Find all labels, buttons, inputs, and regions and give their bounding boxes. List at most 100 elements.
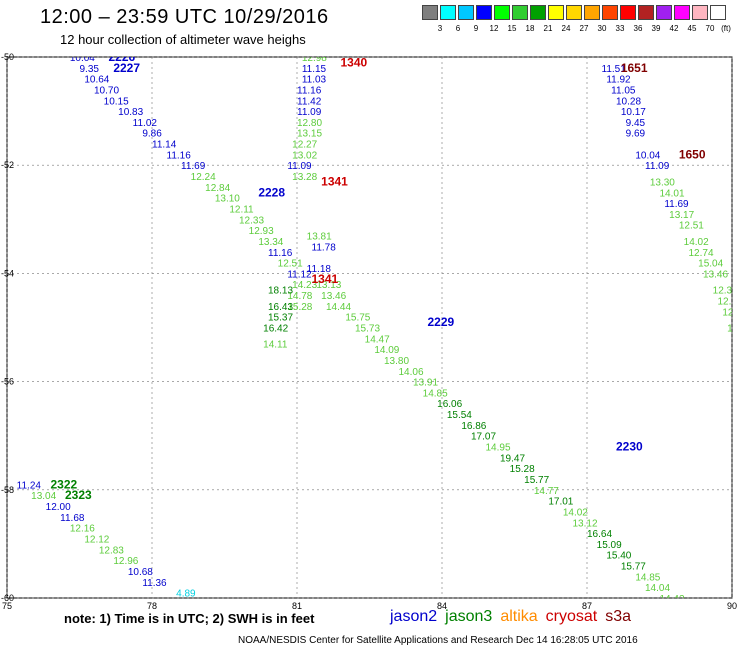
swh-observation-label: 15.09 bbox=[597, 540, 622, 551]
swh-observation-label: 13.28 bbox=[292, 172, 317, 183]
swh-observation-label: 14.06 bbox=[399, 367, 424, 378]
pass-number-label: 1650 bbox=[679, 147, 706, 161]
swh-observation-label: 11.42 bbox=[297, 96, 322, 107]
lat-tick-label: -52 bbox=[1, 160, 14, 170]
swh-observation-label: 18.13 bbox=[268, 286, 293, 297]
swh-observation-label: 15.73 bbox=[355, 324, 380, 335]
swh-observation-label: 12.83 bbox=[99, 545, 124, 556]
swh-observation-label: 15.37 bbox=[268, 313, 293, 324]
legend-entry-altika: altika bbox=[500, 608, 537, 625]
legend-entry-s3a: s3a bbox=[605, 608, 631, 625]
swh-observation-label: 13.15 bbox=[297, 129, 322, 140]
lat-tick-label: -54 bbox=[1, 268, 14, 278]
swh-observation-label: 16.06 bbox=[713, 637, 738, 648]
swh-observation-label: 11.09 bbox=[645, 161, 670, 172]
swh-observation-label: 10.64 bbox=[84, 75, 109, 86]
swh-observation-label: 14.09 bbox=[374, 345, 399, 356]
swh-observation-label: 16.06 bbox=[437, 399, 462, 410]
swh-observation-label: 11.02 bbox=[133, 118, 158, 129]
lat-tick-label: -60 bbox=[1, 593, 14, 603]
swh-observation-label: 14.47 bbox=[365, 334, 390, 345]
swh-observation-label: 13.34 bbox=[258, 237, 283, 248]
swh-observation-label: 14.77 bbox=[534, 486, 559, 497]
swh-observation-label: 11.09 bbox=[297, 107, 322, 118]
swh-observation-label: 11.24 bbox=[17, 480, 42, 491]
swh-observation-label: 13.02 bbox=[292, 150, 317, 161]
swh-observation-label: 11.69 bbox=[664, 199, 689, 210]
legend-entry-jason2: jason2 bbox=[390, 608, 437, 625]
swh-observation-label: 13.17 bbox=[669, 210, 694, 221]
swh-observation-label: 10.28 bbox=[616, 96, 641, 107]
swh-observation-label: 11.16 bbox=[268, 248, 293, 259]
lat-tick-label: -56 bbox=[1, 377, 14, 387]
swh-observation-label: 11.69 bbox=[181, 161, 206, 172]
swh-observation-label: 13.12 bbox=[573, 518, 598, 529]
swh-observation-label: 10.83 bbox=[118, 107, 143, 118]
swh-observation-label: 12.98 bbox=[302, 53, 327, 64]
swh-observation-label: 14.11 bbox=[263, 340, 288, 351]
swh-observation-label: 14.02 bbox=[684, 237, 709, 248]
swh-observation-label: 12.24 bbox=[191, 172, 216, 183]
lon-tick-label: 90 bbox=[727, 601, 737, 611]
swh-observation-label: 10.17 bbox=[621, 107, 646, 118]
swh-observation-label: 9.69 bbox=[626, 129, 646, 140]
swh-observation-label: 11.15 bbox=[302, 64, 327, 75]
swh-observation-label: 12.27 bbox=[292, 140, 317, 151]
swh-observation-label: 14.42 bbox=[660, 594, 685, 605]
swh-observation-label: 19.47 bbox=[500, 453, 525, 464]
swh-observation-label: 17.07 bbox=[471, 432, 496, 443]
swh-observation-label: 11.03 bbox=[302, 75, 327, 86]
swh-observation-label: 12.51 bbox=[679, 221, 704, 232]
swh-observation-label: 16.42 bbox=[263, 324, 288, 335]
swh-observation-label: 13.10 bbox=[215, 194, 240, 205]
swh-observation-label: 14.85 bbox=[423, 388, 448, 399]
swh-observation-label: 13.04 bbox=[31, 491, 56, 502]
lat-tick-label: -50 bbox=[1, 52, 14, 62]
swh-observation-label: 13.46 bbox=[321, 291, 346, 302]
legend-entry-cryosat: cryosat bbox=[546, 608, 598, 625]
swh-observation-label: 16.64 bbox=[587, 529, 612, 540]
pass-number-label: 1651 bbox=[621, 61, 648, 75]
swh-observation-label: 12.5 bbox=[722, 307, 740, 318]
swh-observation-label: 16.86 bbox=[461, 421, 486, 432]
swh-observation-label: 12.00 bbox=[46, 502, 71, 513]
swh-observation-label: 15.40 bbox=[606, 551, 631, 562]
swh-observation-label: 4.89 bbox=[176, 589, 196, 600]
swh-observation-label: 12.7 bbox=[718, 296, 738, 307]
lon-tick-label: 78 bbox=[147, 601, 157, 611]
legend-entry-jason3: jason3 bbox=[445, 608, 492, 625]
swh-observation-label: 15.77 bbox=[621, 562, 646, 573]
swh-observation-label: 13.91 bbox=[413, 378, 438, 389]
swh-observation-label: 13.30 bbox=[650, 177, 675, 188]
swh-observation-label: 11.05 bbox=[611, 85, 636, 96]
swh-observation-label: 13 bbox=[727, 324, 739, 335]
pass-number-label: 2227 bbox=[113, 61, 140, 75]
swh-observation-label: 12.16 bbox=[70, 524, 95, 535]
swh-observation-label: 10.04 bbox=[635, 150, 660, 161]
note-text: note: 1) Time is in UTC; 2) SWH is in fe… bbox=[64, 611, 314, 626]
swh-observation-label: 11.14 bbox=[152, 140, 177, 151]
swh-observation-label: 14.02 bbox=[563, 507, 588, 518]
swh-observation-label: 13.80 bbox=[384, 356, 409, 367]
swh-observation-label: 14.95 bbox=[486, 443, 511, 454]
swh-observation-label: 9.86 bbox=[142, 129, 162, 140]
pass-number-label: 1341 bbox=[321, 174, 348, 188]
swh-observation-label: 11.36 bbox=[142, 578, 167, 589]
swh-observation-label: 12.84 bbox=[205, 183, 230, 194]
lon-tick-label: 81 bbox=[292, 601, 302, 611]
swh-observation-label: 15.28 bbox=[510, 464, 535, 475]
swh-observation-label: 12.12 bbox=[84, 534, 109, 545]
swh-observation-label: 10.68 bbox=[128, 567, 153, 578]
pass-number-label: 2323 bbox=[65, 488, 92, 502]
swh-observation-label: 12.51 bbox=[278, 259, 303, 270]
swh-observation-label: 15.04 bbox=[698, 626, 723, 637]
swh-observation-label: 14.01 bbox=[660, 188, 685, 199]
swh-observation-label: 11.16 bbox=[167, 150, 192, 161]
swh-observation-label: 11.78 bbox=[312, 242, 337, 253]
swh-observation-label: 15.76 bbox=[689, 616, 714, 627]
swh-observation-label: 12.39 bbox=[713, 286, 738, 297]
pass-number-label: 1341 bbox=[312, 272, 339, 286]
swh-observation-label: 14.44 bbox=[326, 302, 351, 313]
